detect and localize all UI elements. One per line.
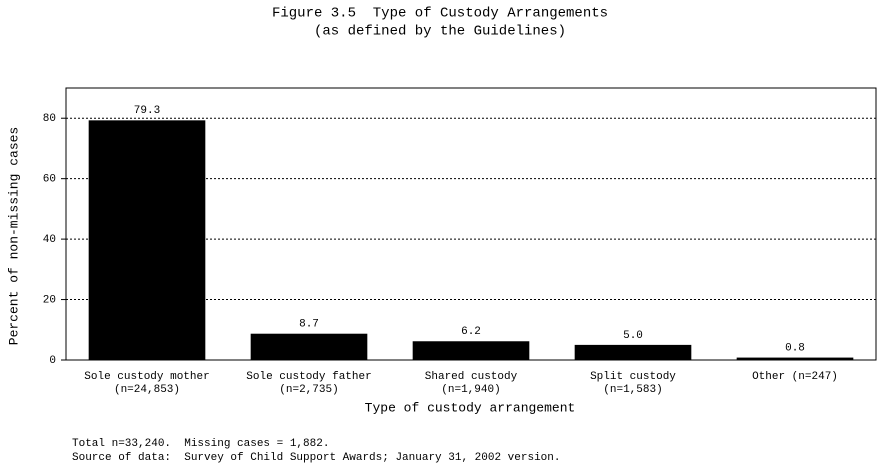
x-tick-label: Other (n=247)	[752, 371, 838, 383]
bar	[88, 120, 206, 361]
bar	[574, 344, 692, 360]
chart-title: Figure 3.5 Type of Custody Arrangements	[272, 6, 608, 22]
x-axis-label: Type of custody arrangement	[365, 400, 576, 415]
y-tick-label: 20	[43, 294, 56, 306]
value-label: 8.7	[299, 319, 319, 331]
x-tick-label: Sole custody mother	[84, 371, 209, 383]
value-label: 79.3	[134, 105, 160, 117]
x-tick-label: Shared custody	[425, 371, 518, 383]
y-axis-label: Percent of non-missing cases	[6, 127, 21, 345]
x-tick-label: Split custody	[590, 371, 676, 383]
value-label: 5.0	[623, 330, 643, 342]
value-label: 0.8	[785, 342, 805, 354]
chart-subtitle: (as defined by the Guidelines)	[314, 24, 566, 40]
y-tick-label: 60	[43, 174, 56, 186]
x-tick-count: (n=24,853)	[114, 384, 180, 396]
y-tick-label: 0	[49, 355, 56, 367]
bar	[736, 357, 854, 360]
x-tick-count: (n=1,940)	[441, 384, 500, 396]
value-label: 6.2	[461, 326, 481, 338]
y-tick-label: 80	[43, 113, 56, 125]
note: Source of data: Survey of Child Support …	[72, 452, 560, 464]
bar	[412, 341, 530, 360]
x-tick-label: Sole custody father	[246, 371, 371, 383]
y-tick-label: 40	[43, 234, 56, 246]
bar	[250, 333, 368, 360]
note: Total n=33,240. Missing cases = 1,882.	[72, 438, 329, 450]
x-tick-count: (n=1,583)	[603, 384, 662, 396]
x-tick-count: (n=2,735)	[279, 384, 338, 396]
